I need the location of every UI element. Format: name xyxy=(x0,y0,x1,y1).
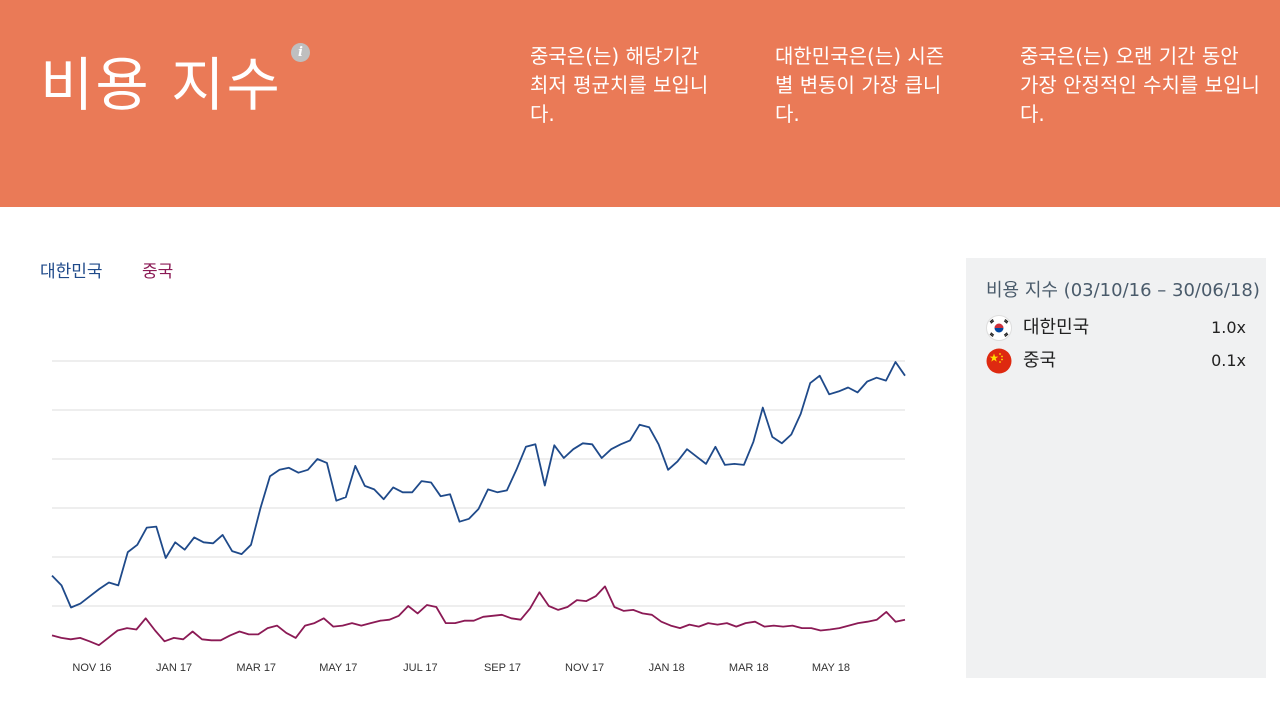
x-tick-label: NOV 17 xyxy=(565,662,604,674)
x-tick-label: JAN 18 xyxy=(649,662,685,674)
insight-seasonal-variation: 대한민국은(는) 시즌별 변동이 가장 큽니다. xyxy=(775,44,945,126)
summary-panel: 비용 지수 (03/10/16 – 30/06/18) 대한민국 1.0x 중국… xyxy=(966,258,1266,678)
insight-lowest-average: 중국은(는) 해당기간 최저 평균치를 보입니다. xyxy=(530,44,709,126)
legend-korea[interactable]: 대한민국 xyxy=(40,262,103,282)
chart-x-axis-ticks: NOV 16 JAN 17 MAR 17 MAY 17 JUL 17 SEP 17 NOV … xyxy=(72,662,850,674)
info-icon[interactable]: i xyxy=(291,43,310,62)
summary-row-korea: 대한민국 1.0x xyxy=(986,315,1248,341)
value-korea: 1.0x xyxy=(1211,318,1246,337)
x-tick-label: MAY 18 xyxy=(812,662,850,674)
chart-gridlines xyxy=(52,360,905,607)
x-tick-label: MAY 17 xyxy=(319,662,357,674)
x-tick-label: JUL 17 xyxy=(403,662,437,674)
summary-row-china: 중국 0.1x xyxy=(986,348,1248,374)
chart-series xyxy=(51,361,906,647)
panel-title: 비용 지수 (03/10/16 – 30/06/18) xyxy=(986,280,1260,301)
insight-most-stable: 중국은(는) 오랜 기간 동안 가장 안정적인 수치를 보입니다. xyxy=(1020,44,1260,126)
south-korea-flag-icon xyxy=(986,315,1012,341)
page-title: 비용 지수 xyxy=(40,51,282,119)
header-banner: 비용 지수 i 중국은(는) 해당기간 최저 평균치를 보입니다. 대한민국은(… xyxy=(0,0,1280,207)
x-tick-label: SEP 17 xyxy=(484,662,521,674)
x-tick-label: MAR 17 xyxy=(236,662,276,674)
china-flag-icon xyxy=(986,348,1012,374)
country-name-korea: 대한민국 xyxy=(1023,317,1090,338)
value-china: 0.1x xyxy=(1211,351,1246,370)
legend-china[interactable]: 중국 xyxy=(142,262,174,282)
series-line-china xyxy=(51,585,906,647)
x-tick-label: JAN 17 xyxy=(156,662,192,674)
country-name-china: 중국 xyxy=(1023,350,1057,371)
series-line-korea xyxy=(51,361,906,609)
x-tick-label: NOV 16 xyxy=(72,662,111,674)
cost-index-line-chart: NOV 16 JAN 17 MAR 17 MAY 17 JUL 17 SEP 17 NOV … xyxy=(51,360,906,674)
x-tick-label: MAR 18 xyxy=(729,662,769,674)
